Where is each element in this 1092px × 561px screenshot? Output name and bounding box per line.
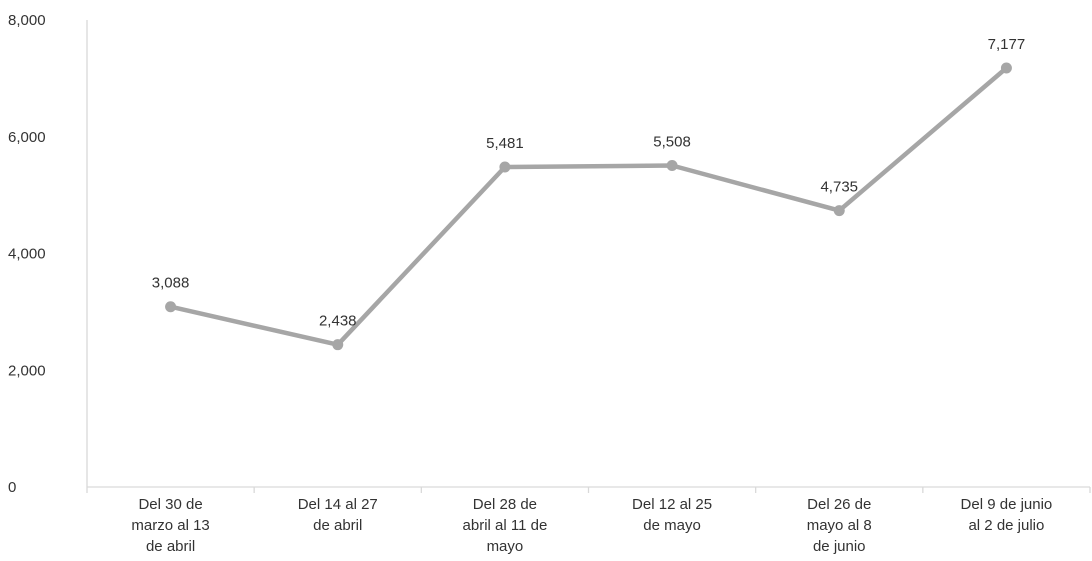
axes xyxy=(86,20,1091,493)
series xyxy=(165,62,1012,351)
data-point xyxy=(165,301,177,313)
y-tick-label: 2,000 xyxy=(8,362,46,379)
x-axis-ticks: Del 30 de marzo al 13 de abril Del 14 al 27… xyxy=(131,496,1052,555)
x-tick-label: Del 12 al 25 de mayo xyxy=(632,496,712,534)
data-label: 4,735 xyxy=(820,179,858,196)
y-tick-label: 4,000 xyxy=(8,246,46,263)
data-label: 3,088 xyxy=(152,275,190,292)
x-tick-label: Del 14 al 27 de abril xyxy=(298,496,378,534)
x-tick-label: Del 9 de junio al 2 de julio xyxy=(961,496,1053,534)
y-tick-label: 8,000 xyxy=(8,12,46,29)
series-line xyxy=(168,65,1009,347)
x-tick-label: Del 30 de marzo al 13 de abril xyxy=(131,496,209,555)
y-axis-ticks: 0 2,000 4,000 6,000 8,000 xyxy=(8,12,46,496)
x-tick-label: Del 26 de mayo al 8 de junio xyxy=(807,496,872,555)
y-tick-label: 6,000 xyxy=(8,129,46,146)
data-label: 2,438 xyxy=(319,313,357,330)
data-point xyxy=(666,159,678,171)
data-label: 5,481 xyxy=(486,135,524,152)
data-label: 7,177 xyxy=(988,36,1026,53)
data-label: 5,508 xyxy=(653,133,691,150)
data-point xyxy=(1000,62,1012,74)
x-tick-label: Del 28 de abril al 11 de mayo xyxy=(463,496,548,555)
data-point xyxy=(499,161,511,173)
data-point xyxy=(833,205,845,217)
y-tick-label: 0 xyxy=(8,479,16,496)
data-point xyxy=(332,339,344,351)
data-labels: 3,088 2,438 5,481 5,508 4,735 7,177 xyxy=(152,36,1025,330)
